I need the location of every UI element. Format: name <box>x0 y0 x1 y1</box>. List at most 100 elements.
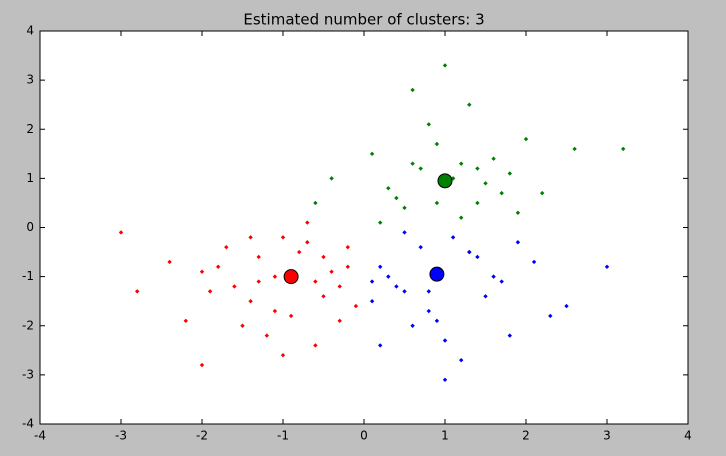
x-tick-label: 1 <box>441 429 449 443</box>
y-tick-label: -1 <box>22 269 34 283</box>
point <box>224 244 229 250</box>
point <box>475 200 480 206</box>
point <box>442 63 448 68</box>
point <box>475 254 480 260</box>
cluster-center <box>429 266 445 282</box>
point <box>248 298 253 304</box>
point <box>280 235 286 240</box>
marks <box>118 63 626 382</box>
y-tick-label: 2 <box>26 122 34 136</box>
y-tick-label: -2 <box>22 318 34 332</box>
point <box>135 289 140 294</box>
y-tick-label: 3 <box>26 73 34 87</box>
x-tick-label: 0 <box>360 429 368 443</box>
point <box>394 284 399 289</box>
point <box>499 190 504 196</box>
point <box>402 205 407 211</box>
point <box>426 289 431 294</box>
point <box>426 308 431 314</box>
point <box>459 161 464 166</box>
point <box>402 289 407 294</box>
point <box>491 274 496 279</box>
x-tick-label: 2 <box>522 429 530 443</box>
y-tick-label: 1 <box>26 171 34 185</box>
point <box>467 102 472 107</box>
point <box>434 318 440 324</box>
point <box>264 333 269 338</box>
x-tick-label: 3 <box>603 429 611 443</box>
point <box>313 279 318 284</box>
point <box>288 313 294 319</box>
point <box>515 210 521 215</box>
point <box>305 240 310 245</box>
point <box>386 186 391 191</box>
point <box>369 151 375 157</box>
point <box>418 244 423 250</box>
point <box>256 254 261 260</box>
x-tick-label: -2 <box>196 429 208 443</box>
point <box>523 136 529 142</box>
point <box>321 254 326 260</box>
point <box>483 181 488 186</box>
point <box>491 156 496 161</box>
point <box>353 303 359 309</box>
point <box>434 200 440 206</box>
point <box>369 279 375 284</box>
point <box>345 264 350 269</box>
point <box>369 298 375 304</box>
point <box>499 279 504 284</box>
point <box>426 122 431 127</box>
point <box>459 215 464 220</box>
point <box>378 264 383 269</box>
point <box>459 357 464 363</box>
point <box>272 274 278 279</box>
cluster-center <box>283 269 299 285</box>
y-tick-label: -3 <box>22 367 34 381</box>
point <box>216 264 221 269</box>
y-tick-label: 4 <box>26 24 34 38</box>
point <box>240 323 245 328</box>
point <box>329 269 334 274</box>
point <box>515 240 521 245</box>
point <box>183 318 188 324</box>
point <box>507 333 512 338</box>
point <box>410 323 415 328</box>
point <box>442 377 448 382</box>
point <box>305 220 310 225</box>
point <box>313 200 318 206</box>
point <box>232 284 237 289</box>
point <box>394 195 399 201</box>
point <box>199 362 205 368</box>
point <box>410 161 415 166</box>
x-tick-label: 4 <box>684 429 692 443</box>
point <box>564 303 569 309</box>
point <box>337 284 342 289</box>
point <box>321 294 326 299</box>
point <box>540 190 545 196</box>
point <box>167 259 172 265</box>
x-tick-label: -3 <box>115 429 127 443</box>
point <box>272 308 278 314</box>
point <box>531 259 537 265</box>
point <box>450 235 456 240</box>
y-tick-label: -4 <box>22 417 34 431</box>
cluster-center <box>437 173 453 189</box>
point <box>475 166 480 171</box>
point <box>280 353 286 358</box>
point <box>297 249 302 255</box>
point <box>604 264 610 269</box>
point <box>199 269 205 274</box>
point <box>378 343 383 348</box>
point <box>118 230 124 235</box>
point <box>378 220 383 225</box>
point <box>207 289 213 294</box>
point <box>313 343 318 348</box>
point <box>386 274 391 279</box>
point <box>572 146 577 152</box>
x-tick-label: -1 <box>277 429 289 443</box>
point <box>621 146 626 152</box>
point <box>548 313 553 319</box>
x-tick-label: -4 <box>34 429 46 443</box>
point <box>410 87 415 93</box>
